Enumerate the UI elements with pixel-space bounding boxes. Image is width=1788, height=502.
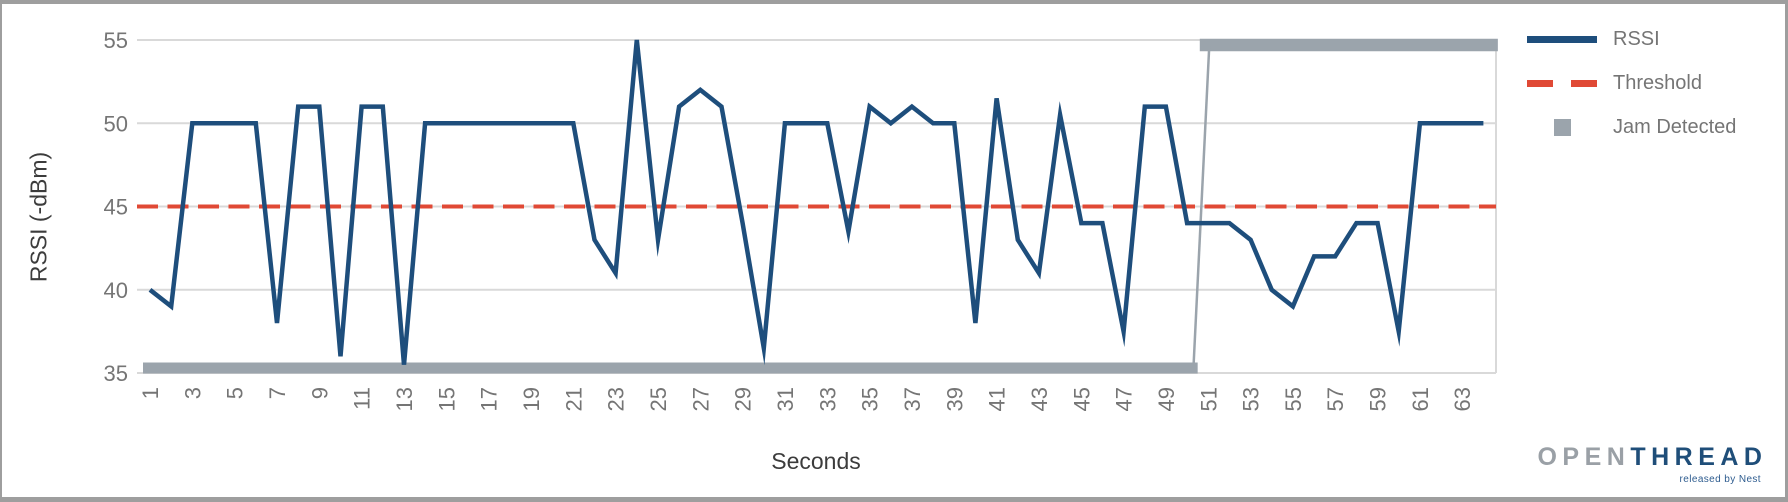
openthread-logo: OPENTHREAD released by Nest — [1537, 443, 1762, 485]
x-tick-label: 55 — [1281, 387, 1306, 411]
x-tick-label: 31 — [773, 387, 798, 411]
x-tick-label: 51 — [1196, 387, 1221, 411]
x-tick-label: 23 — [604, 387, 629, 411]
y-tick-label: 45 — [104, 195, 128, 220]
x-tick-label: 11 — [350, 387, 375, 410]
openthread-logo-wordmark: OPENTHREAD — [1537, 443, 1767, 472]
logo-thread-text: THREAD — [1630, 443, 1768, 471]
x-tick-label: 47 — [1112, 387, 1137, 411]
x-tick-label: 1 — [138, 387, 163, 399]
rssi-line — [148, 39, 1484, 366]
x-tick-label: 39 — [942, 387, 967, 411]
chart-legend: RSSI Threshold Jam Detected — [1527, 17, 1736, 149]
logo-tagline: released by Nest — [1679, 474, 1761, 485]
x-tick-labels: 1 3 5 7 9 11 13 15 17 19 21 23 25 27 29 31 33 35 37 39 41 43 4… — [138, 387, 1475, 411]
y-tick-label: 35 — [104, 361, 128, 386]
x-tick-label: 35 — [858, 387, 883, 411]
x-tick-label: 17 — [477, 387, 502, 411]
x-tick-label: 57 — [1323, 387, 1348, 411]
y-tick-label: 40 — [104, 278, 128, 303]
jam-series — [143, 38, 1498, 374]
x-tick-label: 9 — [307, 387, 332, 399]
x-tick-label: 53 — [1239, 387, 1264, 411]
threshold-dashed-swatch-icon — [1527, 79, 1597, 87]
x-tick-label: 25 — [646, 387, 671, 411]
x-tick-label: 59 — [1366, 387, 1391, 411]
x-tick-label: 21 — [561, 387, 586, 411]
legend-item-rssi: RSSI — [1527, 17, 1736, 61]
x-tick-label: 27 — [688, 387, 713, 411]
rssi-line-swatch-icon — [1527, 35, 1597, 43]
x-tick-label: 37 — [900, 387, 925, 411]
x-tick-label: 15 — [434, 387, 459, 411]
x-tick-label: 43 — [1027, 387, 1052, 411]
logo-open-text: OPEN — [1537, 443, 1631, 471]
legend-item-jam-detected: Jam Detected — [1527, 105, 1736, 149]
legend-item-threshold: Threshold — [1527, 61, 1736, 105]
x-tick-label: 45 — [1069, 387, 1094, 411]
x-tick-label: 49 — [1154, 387, 1179, 411]
x-axis-title: Seconds — [771, 448, 861, 474]
y-tick-labels: 55 50 45 40 35 — [104, 28, 128, 386]
x-tick-label: 5 — [223, 387, 248, 399]
x-tick-label: 41 — [985, 387, 1010, 411]
legend-label-jam-detected: Jam Detected — [1613, 115, 1737, 138]
jam-square-swatch-icon — [1553, 118, 1571, 136]
x-tick-label: 19 — [519, 387, 544, 411]
y-tick-label: 50 — [104, 111, 128, 136]
x-tick-label: 7 — [265, 387, 290, 399]
y-tick-label: 55 — [104, 28, 128, 53]
y-axis-title: RSSI (-dBm) — [25, 151, 52, 283]
legend-label-threshold: Threshold — [1613, 71, 1702, 94]
x-tick-label: 3 — [180, 387, 205, 399]
x-tick-label: 13 — [392, 387, 417, 411]
x-tick-label: 61 — [1408, 387, 1433, 411]
x-tick-label: 29 — [731, 387, 756, 411]
x-tick-label: 33 — [815, 387, 840, 411]
legend-label-rssi: RSSI — [1613, 27, 1660, 50]
x-tick-label: 63 — [1450, 387, 1475, 411]
